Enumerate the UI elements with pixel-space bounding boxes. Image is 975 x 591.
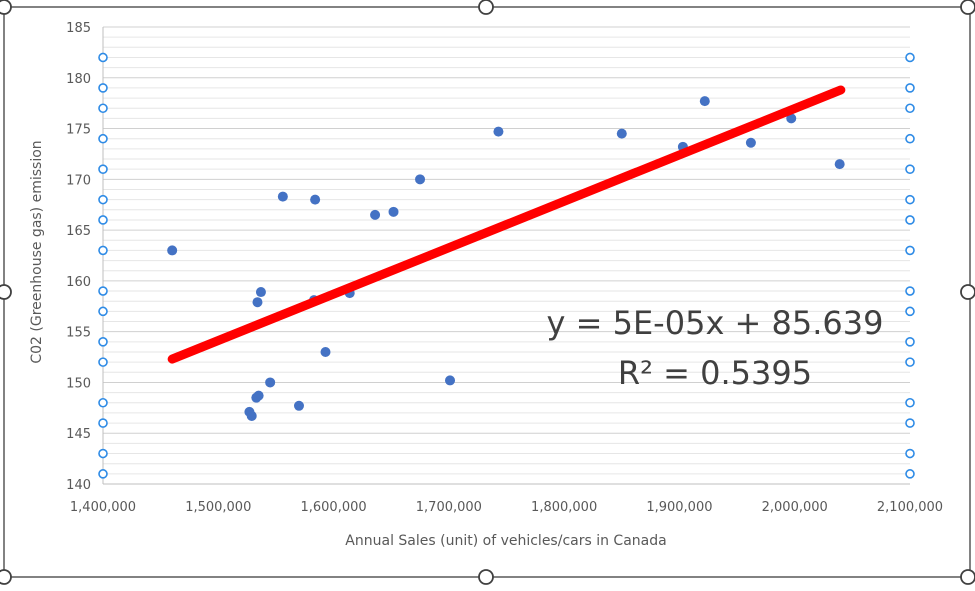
selection-marker-right [905,418,915,428]
axes [102,27,910,485]
selection-marker-left [98,286,108,296]
selection-marker-left [98,194,108,205]
data-point[interactable] [252,297,263,308]
x-tick-label: 2,000,000 [762,500,828,515]
selection-markers [98,52,915,479]
x-tick-label: 1,600,000 [300,500,366,515]
x-tick-label: 2,100,000 [877,500,943,515]
x-tick-label: 1,800,000 [531,500,597,515]
selection-marker-left [98,357,108,367]
selection-marker-left [98,306,108,317]
data-point[interactable] [277,191,288,202]
resize-handle-top-right[interactable] [960,0,975,15]
selection-marker-left [98,418,108,428]
selection-marker-left [98,448,108,459]
selection-marker-right [905,469,915,479]
selection-marker-right [905,164,915,174]
y-tick-label: 150 [66,376,91,391]
selection-marker-right [905,357,915,367]
data-point[interactable] [246,410,257,421]
trendline-r-squared[interactable]: R² = 0.5395 [618,354,812,392]
x-tick-label: 1,900,000 [646,500,712,515]
data-point[interactable] [370,209,381,220]
y-tick-label: 155 [66,326,91,341]
y-tick-label: 140 [66,478,91,493]
selection-marker-left [98,397,108,408]
selection-marker-right [905,133,915,144]
data-point[interactable] [310,194,321,205]
trendline-equation[interactable]: y = 5E-05x + 85.639 [547,304,884,342]
data-point[interactable] [493,126,504,137]
data-point[interactable] [253,390,264,401]
selection-marker-left [98,133,108,144]
trendline-group [167,85,846,364]
resize-handle-top-center[interactable] [478,0,494,15]
selection-marker-right [905,306,915,317]
resize-handle-bottom-center[interactable] [478,569,494,585]
data-point[interactable] [167,245,178,256]
y-tick-label: 170 [66,173,91,188]
selection-marker-left [98,469,108,479]
data-point[interactable] [265,377,276,388]
data-point[interactable] [293,400,304,411]
selection-marker-left [98,164,108,174]
selection-marker-right [905,194,915,205]
selection-marker-left [98,52,108,63]
selection-marker-left [98,103,108,114]
selection-marker-right [905,245,915,256]
selection-marker-right [905,103,915,114]
x-tick-label: 1,500,000 [185,500,251,515]
selection-marker-right [905,83,915,93]
selection-marker-right [905,215,915,225]
selection-marker-left [98,83,108,93]
y-tick-label: 175 [66,123,91,138]
data-point[interactable] [699,96,710,107]
data-point[interactable] [834,159,845,170]
data-point[interactable] [415,174,426,185]
y-tick-label: 185 [66,21,91,36]
resize-handle-bottom-right[interactable] [960,569,975,585]
selection-marker-right [905,286,915,296]
data-point[interactable] [745,137,756,148]
y-tick-label: 145 [66,427,91,442]
x-tick-label: 1,700,000 [416,500,482,515]
resize-handle-bottom-left[interactable] [0,569,12,585]
y-tick-label: 160 [66,275,91,290]
selection-marker-left [98,245,108,256]
resize-handle-middle-right[interactable] [960,284,975,300]
selection-marker-left [98,215,108,225]
data-point[interactable] [255,287,266,298]
resize-handle-top-left[interactable] [0,0,12,15]
data-point[interactable] [320,346,331,357]
data-point[interactable] [616,128,627,139]
x-axis-title[interactable]: Annual Sales (unit) of vehicles/cars in … [345,533,666,549]
trendline[interactable] [167,85,846,364]
selection-marker-right [905,337,915,347]
y-axis-title[interactable]: C02 (Greenhouse gas) emission [29,140,45,363]
data-point[interactable] [445,375,456,386]
selection-marker-right [905,52,915,63]
x-axis-ticks: 1,400,000 1,500,000 1,600,000 1,700,000 1,80… [70,500,943,515]
selection-marker-right [905,397,915,408]
resize-handle-middle-left[interactable] [0,284,12,300]
y-tick-label: 180 [66,72,91,87]
x-tick-label: 1,400,000 [70,500,136,515]
selection-marker-right [905,448,915,459]
selection-marker-left [98,337,108,347]
data-point[interactable] [786,113,797,124]
y-tick-label: 165 [66,224,91,239]
data-point[interactable] [388,206,399,217]
y-axis-ticks: 140 145 150 155 160 165 170 175 180 185 [66,21,91,493]
